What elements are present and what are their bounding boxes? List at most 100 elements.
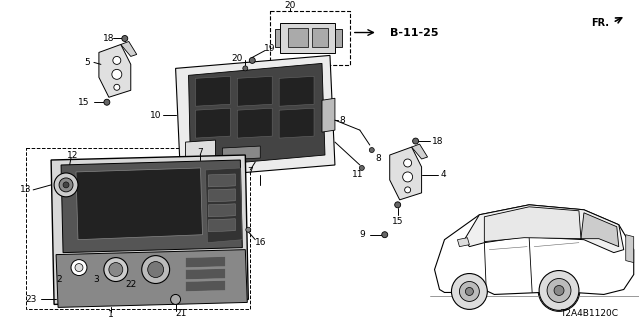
Text: 10: 10 bbox=[150, 111, 161, 120]
Circle shape bbox=[104, 99, 110, 105]
Circle shape bbox=[75, 264, 83, 272]
Polygon shape bbox=[209, 204, 236, 217]
Circle shape bbox=[539, 270, 579, 310]
Circle shape bbox=[381, 232, 388, 238]
Text: 20: 20 bbox=[284, 1, 296, 10]
Polygon shape bbox=[195, 108, 230, 138]
Polygon shape bbox=[237, 76, 272, 106]
Polygon shape bbox=[322, 98, 335, 132]
Polygon shape bbox=[279, 108, 314, 138]
Circle shape bbox=[250, 57, 255, 63]
Text: 12: 12 bbox=[67, 150, 79, 160]
Text: FR.: FR. bbox=[591, 18, 609, 28]
Text: 13: 13 bbox=[20, 185, 32, 194]
Text: 23: 23 bbox=[26, 295, 37, 304]
Text: 20: 20 bbox=[232, 54, 243, 63]
Circle shape bbox=[104, 258, 128, 282]
Polygon shape bbox=[209, 219, 236, 232]
Polygon shape bbox=[275, 28, 280, 47]
Circle shape bbox=[171, 294, 180, 304]
Bar bbox=[270, 11, 350, 65]
Circle shape bbox=[369, 148, 374, 153]
Polygon shape bbox=[222, 146, 260, 160]
Text: 21: 21 bbox=[175, 309, 186, 318]
Circle shape bbox=[404, 159, 412, 167]
Polygon shape bbox=[435, 205, 634, 294]
Circle shape bbox=[71, 260, 87, 276]
Circle shape bbox=[109, 263, 123, 276]
Polygon shape bbox=[186, 268, 225, 279]
Polygon shape bbox=[175, 55, 335, 178]
Polygon shape bbox=[186, 140, 216, 164]
Circle shape bbox=[243, 66, 248, 71]
Circle shape bbox=[114, 84, 120, 90]
Circle shape bbox=[122, 36, 128, 42]
Text: 18: 18 bbox=[432, 137, 444, 146]
Text: 6: 6 bbox=[212, 167, 218, 176]
Text: 16: 16 bbox=[255, 238, 266, 247]
Polygon shape bbox=[186, 281, 225, 292]
Polygon shape bbox=[186, 257, 225, 268]
Text: 22: 22 bbox=[125, 280, 136, 289]
Text: 8: 8 bbox=[339, 116, 345, 125]
Polygon shape bbox=[412, 144, 428, 159]
Polygon shape bbox=[484, 207, 581, 242]
Polygon shape bbox=[189, 63, 325, 167]
Polygon shape bbox=[581, 213, 619, 247]
Text: 1: 1 bbox=[108, 310, 114, 319]
Polygon shape bbox=[61, 160, 243, 252]
Circle shape bbox=[141, 256, 170, 284]
Text: 15: 15 bbox=[78, 98, 90, 107]
Circle shape bbox=[395, 202, 401, 208]
Bar bbox=[312, 28, 328, 47]
Circle shape bbox=[460, 282, 479, 301]
Text: 15: 15 bbox=[392, 217, 403, 226]
Text: B-11-25: B-11-25 bbox=[390, 28, 439, 37]
Text: 7: 7 bbox=[198, 148, 204, 156]
Circle shape bbox=[148, 261, 164, 277]
Bar bbox=[288, 28, 308, 47]
Circle shape bbox=[404, 187, 411, 193]
Text: 19: 19 bbox=[264, 44, 276, 53]
Polygon shape bbox=[390, 147, 422, 200]
Polygon shape bbox=[465, 205, 624, 252]
Circle shape bbox=[465, 287, 474, 295]
Text: 4: 4 bbox=[441, 171, 446, 180]
Text: 2: 2 bbox=[56, 275, 62, 284]
Circle shape bbox=[554, 285, 564, 295]
Circle shape bbox=[547, 278, 571, 302]
Text: 9: 9 bbox=[359, 230, 365, 239]
Text: T2A4B1120C: T2A4B1120C bbox=[560, 309, 618, 318]
Circle shape bbox=[112, 69, 122, 79]
Circle shape bbox=[63, 182, 69, 188]
Polygon shape bbox=[121, 42, 137, 56]
Polygon shape bbox=[237, 108, 272, 138]
Polygon shape bbox=[458, 238, 469, 247]
Polygon shape bbox=[99, 44, 131, 97]
Polygon shape bbox=[56, 250, 247, 308]
Circle shape bbox=[403, 172, 413, 182]
Text: 8: 8 bbox=[375, 154, 381, 163]
Polygon shape bbox=[280, 23, 335, 53]
Polygon shape bbox=[195, 76, 230, 106]
Polygon shape bbox=[51, 155, 248, 304]
Text: 11: 11 bbox=[352, 171, 364, 180]
Polygon shape bbox=[76, 168, 202, 240]
Circle shape bbox=[59, 178, 73, 192]
Circle shape bbox=[359, 165, 364, 171]
Polygon shape bbox=[209, 174, 236, 187]
Polygon shape bbox=[335, 28, 342, 47]
Circle shape bbox=[451, 274, 487, 309]
Text: 18: 18 bbox=[103, 34, 115, 43]
Circle shape bbox=[246, 227, 251, 232]
Circle shape bbox=[54, 173, 78, 197]
Polygon shape bbox=[205, 168, 243, 243]
Circle shape bbox=[113, 56, 121, 64]
Polygon shape bbox=[626, 235, 634, 263]
Text: 3: 3 bbox=[93, 275, 99, 284]
Polygon shape bbox=[279, 76, 314, 106]
Text: 5: 5 bbox=[84, 58, 90, 67]
Circle shape bbox=[413, 138, 419, 144]
Polygon shape bbox=[209, 189, 236, 202]
Text: 7: 7 bbox=[248, 167, 253, 176]
